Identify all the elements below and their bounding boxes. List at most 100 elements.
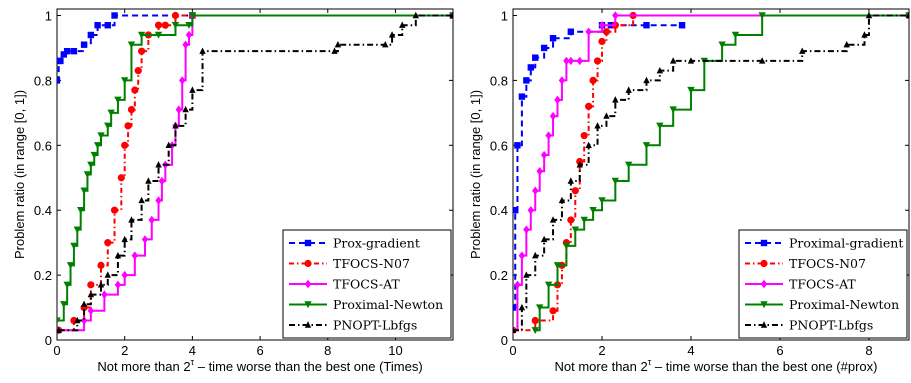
chart1-point-n07	[602, 28, 611, 36]
chart1-point-n07	[531, 316, 539, 325]
chart1-point-lbfgs	[540, 235, 548, 243]
chart1-point-newton	[656, 122, 664, 130]
chart1-point-n07	[549, 307, 557, 315]
chart0-point-newton	[93, 142, 102, 149]
chart0-ytick-label: 0.4	[34, 203, 52, 218]
chart0-point-n07	[161, 21, 169, 29]
chart0-point-lbfgs	[412, 11, 419, 19]
chart1-point-at	[554, 95, 561, 105]
chart0-point-prox	[70, 47, 78, 55]
chart0-point-at	[179, 76, 186, 85]
chart0-point-lbfgs	[172, 122, 179, 129]
chart0-point-newton	[87, 161, 95, 169]
chart0-point-n07	[171, 11, 180, 20]
chart1-xlabel: Not more than 2τ – time worse than the b…	[555, 357, 878, 374]
chart0-legend-label-newton: Proximal-Newton	[333, 297, 443, 312]
chart1-point-lbfgs	[523, 271, 530, 278]
chart0-point-n07	[134, 67, 142, 75]
chart1-xtick-label: 2	[598, 343, 605, 358]
chart1-legend-marker-newton	[760, 301, 768, 309]
chart0-point-lbfgs	[57, 326, 62, 333]
chart0-point-n07	[87, 281, 95, 289]
chart1-point-lbfgs	[865, 11, 873, 19]
chart0-point-lbfgs	[165, 141, 172, 148]
chart1-point-prox	[567, 28, 575, 35]
chart0-xtick-label: 8	[324, 343, 331, 358]
chart1-ytick-label: 0.2	[490, 268, 508, 283]
chart1-point-newton	[553, 262, 562, 270]
chart1-ytick-label: 0	[501, 333, 508, 348]
chart0-point-lbfgs	[121, 235, 128, 243]
chart1-ytick-label: 0.6	[490, 138, 508, 153]
chart0-point-lbfgs	[155, 161, 162, 168]
chart0-point-n07	[127, 105, 136, 114]
chart1-point-lbfgs	[656, 66, 664, 74]
chart0-point-at	[175, 105, 183, 114]
chart1-point-lbfgs	[687, 57, 695, 64]
chart1-legend-label-at: TFOCS-AT	[789, 277, 856, 292]
chart0-ytick-label: 0.8	[34, 73, 52, 88]
chart-right: 0 2 4 6 8 0 0.2 0.4 0.6 0.8 1 Proximal-gradient TFOC…	[456, 0, 911, 378]
chart0-ylabel: Problem ratio (in range [0, 1])	[12, 90, 27, 259]
chart1-point-newton	[589, 206, 597, 214]
chart0-point-lbfgs	[87, 290, 95, 298]
chart0-point-newton	[80, 187, 88, 195]
chart1-point-prox	[643, 22, 650, 29]
chart0-legend-label-at: TFOCS-AT	[333, 277, 400, 292]
chart0-point-newton	[185, 22, 193, 29]
chart0-point-prox	[111, 12, 118, 19]
chart1-series-group	[513, 11, 909, 335]
chart1-ytick-label: 0.8	[490, 73, 508, 88]
chart0-point-newton	[127, 41, 136, 49]
chart1-legend-label-newton: Proximal-Newton	[789, 297, 899, 312]
chart0-ytick-label: 0	[45, 333, 52, 348]
chart1-ylabel: Problem ratio (in range [0, 1])	[468, 90, 483, 259]
chart0-point-lbfgs	[74, 316, 81, 324]
chart1-point-lbfgs	[861, 31, 868, 38]
chart1-ytick-label: 1	[501, 8, 508, 23]
chart0-legend-marker-newton	[304, 301, 312, 309]
chart0-legend-marker-lbfgs	[304, 321, 312, 328]
chart0-point-lbfgs	[128, 216, 135, 223]
chart1-point-lbfgs	[799, 47, 806, 54]
chart0-point-newton	[188, 12, 197, 20]
chart1-point-lbfgs	[643, 76, 650, 84]
chart1-point-n07	[598, 37, 606, 46]
chart0-point-at	[101, 290, 108, 299]
chart1-legend-label-prox: Proximal-gradient	[789, 236, 903, 251]
chart0-xtick-label: 0	[53, 343, 60, 358]
chart1-point-n07	[571, 187, 579, 195]
chart0-point-n07	[138, 47, 146, 55]
chart0-point-newton	[104, 122, 112, 130]
chart0-point-lbfgs	[189, 86, 196, 93]
chart1-legend-label-lbfgs: PNOPT-Lbfgs	[789, 318, 873, 333]
chart0-legend: Prox-gradient TFOCS-N07 TFOCS-AT Proximal-N…	[282, 229, 452, 339]
chart0-legend-label-lbfgs: PNOPT-Lbfgs	[333, 318, 417, 333]
chart0-point-newton	[60, 301, 68, 309]
chart1-point-lbfgs	[612, 96, 619, 103]
chart1-point-n07	[589, 76, 597, 84]
chart0-point-newton	[107, 109, 115, 117]
chart1-point-prox	[514, 142, 521, 149]
chart1-point-newton	[624, 161, 633, 169]
chart0-point-newton	[76, 206, 85, 214]
chart0-point-lbfgs	[145, 177, 152, 184]
chart1-point-newton	[642, 142, 651, 149]
chart-right-svg: 0 2 4 6 8 0 0.2 0.4 0.6 0.8 1 Proximal-gradient TFOC…	[468, 8, 910, 374]
chart0-point-newton	[70, 242, 78, 250]
chart0-ytick-label: 1	[45, 8, 52, 23]
chart0-point-lbfgs	[199, 47, 206, 54]
chart0-point-lbfgs	[334, 40, 342, 48]
chart1-point-at	[576, 56, 583, 66]
chart1-point-n07	[593, 57, 602, 65]
chart1-point-prox	[513, 206, 519, 214]
chart0-point-newton	[73, 226, 82, 234]
chart1-point-n07	[585, 102, 593, 110]
chart0-point-at	[131, 251, 139, 260]
chart1-point-newton	[571, 226, 579, 234]
chart0-xtick-label: 4	[189, 343, 196, 358]
chart0-point-lbfgs	[114, 251, 122, 259]
chart1-xtick-label: 8	[865, 343, 872, 358]
chart0-point-newton	[97, 132, 105, 140]
chart1-point-lbfgs	[532, 251, 539, 259]
